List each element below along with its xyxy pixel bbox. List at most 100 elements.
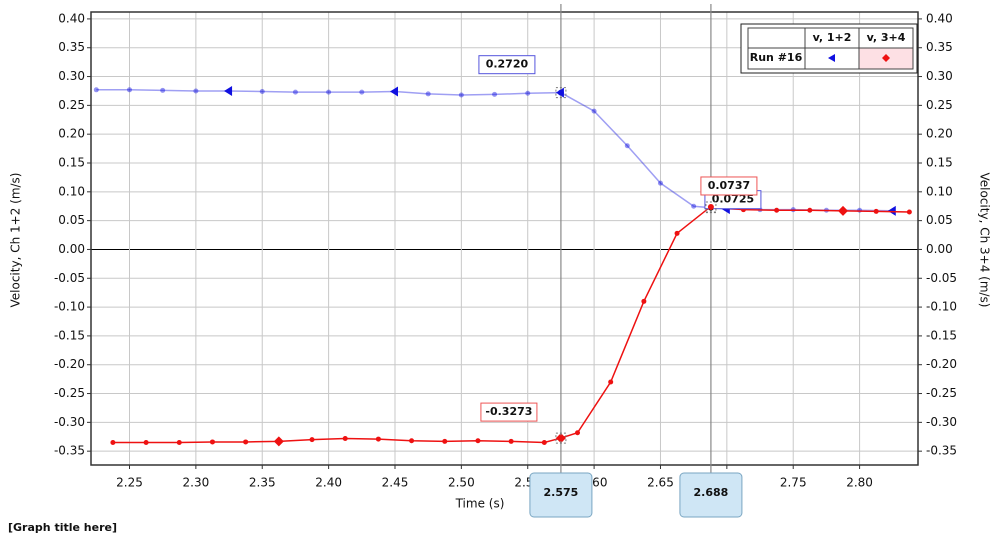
y-tick-label: 0.25 <box>58 98 85 112</box>
point <box>541 440 547 446</box>
x-tick-label: 2.25 <box>116 476 143 490</box>
y-tick-label: 0.10 <box>58 184 85 198</box>
point <box>425 91 431 97</box>
reading-label: 0.0737 <box>708 179 750 192</box>
y2-tick-label: 0.35 <box>926 40 953 54</box>
x-tick-label: 2.50 <box>448 476 475 490</box>
reading-box <box>480 402 538 422</box>
y-tick-label: 0.30 <box>58 69 85 83</box>
cursor-dot <box>557 89 564 96</box>
point <box>193 88 199 94</box>
cursor-point <box>555 87 567 99</box>
point-marker <box>389 86 398 97</box>
y2-tick-label: -0.10 <box>926 300 957 314</box>
legend-label: v, 1+2 <box>813 31 852 44</box>
point <box>243 439 249 445</box>
point-marker <box>224 85 233 96</box>
y2-tick-label: -0.20 <box>926 357 957 371</box>
point <box>326 89 332 95</box>
x-tick-label: 2.45 <box>382 476 409 490</box>
y2-tick-label: 0.10 <box>926 184 953 198</box>
y2-tick-label: -0.25 <box>926 386 957 400</box>
y-tick-label: -0.30 <box>54 415 85 429</box>
point <box>442 438 448 444</box>
legend-marker <box>882 54 890 62</box>
cursor-x-label: 2.575 <box>544 486 579 499</box>
y2-tick-label: 0.25 <box>926 98 953 112</box>
x-tick-label: 2.75 <box>780 476 807 490</box>
plot-border <box>90 11 919 466</box>
point <box>176 440 182 446</box>
y-tick-label: -0.35 <box>54 444 85 458</box>
point <box>591 108 597 114</box>
point <box>641 298 647 304</box>
x-tick-label: 2.40 <box>315 476 342 490</box>
y2-tick-label: 0.00 <box>926 242 953 256</box>
reading-label: 0.0725 <box>712 193 754 206</box>
reading-box <box>700 176 758 196</box>
y-tick-label: -0.20 <box>54 357 85 371</box>
y-tick-label: 0.15 <box>58 156 85 170</box>
point <box>309 437 315 443</box>
legend-cell <box>747 27 806 49</box>
point <box>259 89 265 95</box>
x-tick-label: 2.80 <box>846 476 873 490</box>
point <box>657 180 663 186</box>
x-tick-label: 2.35 <box>249 476 276 490</box>
cursor-tab[interactable] <box>679 472 743 518</box>
y2-tick-label: 0.20 <box>926 127 953 141</box>
legend-marker <box>828 54 835 62</box>
point <box>359 89 365 95</box>
y2-tick-label: 0.15 <box>926 156 953 170</box>
y2-tick-label: 0.40 <box>926 11 953 25</box>
point <box>375 436 381 442</box>
point <box>409 438 415 444</box>
point-marker <box>273 436 284 447</box>
point <box>292 89 298 95</box>
point <box>691 203 697 209</box>
point <box>143 440 149 446</box>
point <box>458 92 464 98</box>
point <box>807 207 813 213</box>
plot-area <box>91 12 918 465</box>
point <box>126 87 132 93</box>
point-marker <box>887 205 896 216</box>
cursor-point <box>555 432 567 444</box>
reading-label: -0.3273 <box>485 405 532 418</box>
legend: v, 1+2 v, 3+4 Run #16 <box>740 23 918 74</box>
y-tick-label: -0.25 <box>54 386 85 400</box>
y-axis-label: Velocity, Ch 1+2 (m/s) <box>9 173 23 308</box>
y-tick-label: 0.20 <box>58 127 85 141</box>
y-tick-label: 0.35 <box>58 40 85 54</box>
series-line <box>112 206 910 444</box>
point <box>209 439 215 445</box>
legend-label: v, 3+4 <box>867 31 906 44</box>
point <box>674 230 680 236</box>
x-tick-label: 2.65 <box>647 476 674 490</box>
y-tick-label: -0.15 <box>54 328 85 342</box>
point <box>93 87 99 93</box>
point <box>774 207 780 213</box>
point <box>492 91 498 97</box>
cursor-dot <box>557 435 564 442</box>
cursor-point <box>705 201 717 213</box>
reading-label: 0.2720 <box>486 58 529 71</box>
point <box>342 435 348 441</box>
y2-axis-label: Velocity, Ch 3+4 (m/s) <box>978 173 992 308</box>
y-tick-label: -0.05 <box>54 271 85 285</box>
point <box>475 438 481 444</box>
x-tick-label: 2.30 <box>183 476 210 490</box>
y2-tick-label: 0.30 <box>926 69 953 83</box>
point-marker <box>837 205 848 216</box>
point <box>525 90 531 96</box>
point <box>873 208 879 214</box>
cursor-x-label: 2.688 <box>694 486 729 499</box>
point <box>906 209 912 215</box>
reading-box <box>478 55 536 75</box>
cursor-dot <box>707 203 714 210</box>
y-tick-label: -0.10 <box>54 300 85 314</box>
x-axis-label: Time (s) <box>455 497 505 511</box>
cursor-tab[interactable] <box>529 472 593 518</box>
grid <box>91 12 918 465</box>
